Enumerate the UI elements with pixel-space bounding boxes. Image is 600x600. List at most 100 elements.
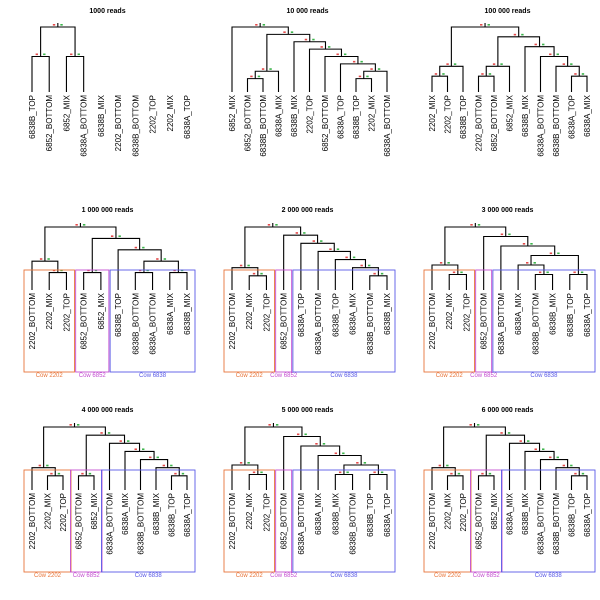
cow-group-box <box>475 269 493 373</box>
leaf-label: 6838A_BOTTOM <box>314 293 323 355</box>
tree-branch <box>448 273 467 290</box>
bootstrap-bp-marker <box>327 46 331 48</box>
bootstrap-au-marker <box>434 73 438 75</box>
tree-branch <box>134 272 154 290</box>
bootstrap-au-marker <box>304 38 308 41</box>
tree-branch <box>283 435 321 490</box>
leaf-label: 6838A_MIX <box>349 292 358 334</box>
panel-title: 4 000 000 reads <box>82 407 134 414</box>
bootstrap-bp-marker <box>142 246 145 249</box>
bootstrap-bp-marker <box>322 443 326 445</box>
leaf-label: 2202_MIX <box>245 492 254 529</box>
bootstrap-bp-marker <box>457 472 461 475</box>
leaf-label: 6852_BOTTOM <box>80 293 89 350</box>
tree-branch <box>450 26 520 67</box>
bootstrap-au-marker <box>50 472 53 475</box>
tree-branch <box>317 250 351 290</box>
leaf-label: 6852_BOTTOM <box>75 493 84 550</box>
cow-group-label: Cow 6838 <box>330 573 358 579</box>
bootstrap-bp-marker <box>269 68 272 70</box>
leaf-label: 6838A_BOTTOM <box>383 95 392 157</box>
bootstrap-bp-marker <box>521 33 524 36</box>
bootstrap-bp-marker <box>363 462 367 464</box>
tree-branch <box>497 36 541 67</box>
dendrogram-panel: 1000 reads 6838B_TOP 6852_BOTTOM 6852_MIX 68… <box>28 8 192 157</box>
cow-group-box <box>423 269 475 373</box>
bootstrap-bp-marker <box>488 73 492 75</box>
tree-branch <box>44 226 117 262</box>
bootstrap-bp-marker <box>82 224 86 226</box>
dendrogram-panel: 1 000 000 reads 2202_BOTTOM 2202_MIX 2202_T… <box>23 207 196 379</box>
bootstrap-bp-marker <box>530 243 533 245</box>
tree-branch <box>355 78 373 92</box>
bootstrap-au-marker <box>255 24 258 26</box>
leaf-label: 6838A_BOTTOM <box>497 293 506 355</box>
bootstrap-au-marker <box>513 33 517 36</box>
tree-branch <box>266 33 311 72</box>
bootstrap-au-marker <box>81 472 84 475</box>
bootstrap-au-marker <box>352 60 356 63</box>
bootstrap-au-marker <box>538 271 542 274</box>
panel-title: 100 000 reads <box>485 8 531 15</box>
bootstrap-bp-marker <box>46 464 49 467</box>
bootstrap-bp-marker <box>477 424 480 426</box>
cow-group-box <box>470 469 503 573</box>
bootstrap-au-marker <box>438 464 442 467</box>
cow-group-box <box>223 269 275 373</box>
bootstrap-bp-marker <box>57 472 61 475</box>
tree-branch <box>77 475 95 490</box>
bootstrap-bp-marker <box>118 235 121 237</box>
bootstrap-au-marker <box>252 471 256 474</box>
cow-group-label: Cow 2202 <box>236 573 264 579</box>
leaf-label: 6852_MIX <box>490 492 499 529</box>
bootstrap-bp-marker <box>346 471 349 474</box>
cow-group-box <box>23 269 75 373</box>
bootstrap-au-marker <box>562 464 566 467</box>
cow-group-label: Cow 2202 <box>34 573 62 579</box>
bootstrap-au-marker <box>439 262 443 264</box>
leaf-label: 2202_MIX <box>445 292 454 329</box>
leaf-label: 6838B_BOTTOM <box>531 293 540 355</box>
bootstrap-au-marker <box>481 73 484 75</box>
tree-branch <box>339 63 376 92</box>
bootstrap-bp-marker <box>275 224 278 226</box>
leaf-label: 6838B_MIX <box>97 94 106 136</box>
leaf-label: 2202_TOP <box>262 293 271 332</box>
bootstrap-au-marker <box>119 440 122 442</box>
bootstrap-au-marker <box>500 432 503 434</box>
bootstrap-au-marker <box>70 53 73 56</box>
leaf-label: 2202_BOTTOM <box>114 95 123 152</box>
leaf-label: 6852_BOTTOM <box>321 95 330 152</box>
bootstrap-au-marker <box>522 243 526 245</box>
leaf-label: 6838B_TOP <box>566 293 575 337</box>
cow-group-box <box>492 269 596 373</box>
panel-title: 1 000 000 reads <box>82 207 134 214</box>
bootstrap-au-marker <box>574 472 577 475</box>
tree-branch <box>31 260 59 290</box>
bootstrap-au-marker <box>320 46 323 48</box>
leaf-label: 6838A_TOP <box>183 493 192 537</box>
bootstrap-au-marker <box>315 443 318 445</box>
tree-branch <box>569 273 588 290</box>
bootstrap-au-marker <box>52 24 56 26</box>
tree-branch <box>431 264 459 290</box>
bootstrap-au-marker <box>296 433 300 436</box>
bootstrap-bp-marker <box>260 272 263 275</box>
cow-group-label: Cow 6838 <box>535 573 563 579</box>
bootstrap-au-marker <box>338 471 342 474</box>
bootstrap-bp-marker <box>275 424 279 426</box>
bootstrap-bp-marker <box>527 440 530 442</box>
tree-branch <box>143 260 179 273</box>
tree-branch <box>524 450 555 490</box>
bootstrap-au-marker <box>373 471 376 474</box>
bootstrap-bp-marker <box>533 262 536 264</box>
leaf-label: 2202_MIX <box>428 94 437 131</box>
cow-group-label: Cow 2202 <box>434 573 462 579</box>
tree-branch <box>244 226 302 268</box>
leaf-label: 2202_MIX <box>444 492 453 529</box>
tree-branch <box>31 55 50 92</box>
bootstrap-bp-marker <box>570 63 573 65</box>
cow-group-label: Cow 2202 <box>436 373 464 379</box>
bootstrap-bp-marker <box>580 271 584 274</box>
